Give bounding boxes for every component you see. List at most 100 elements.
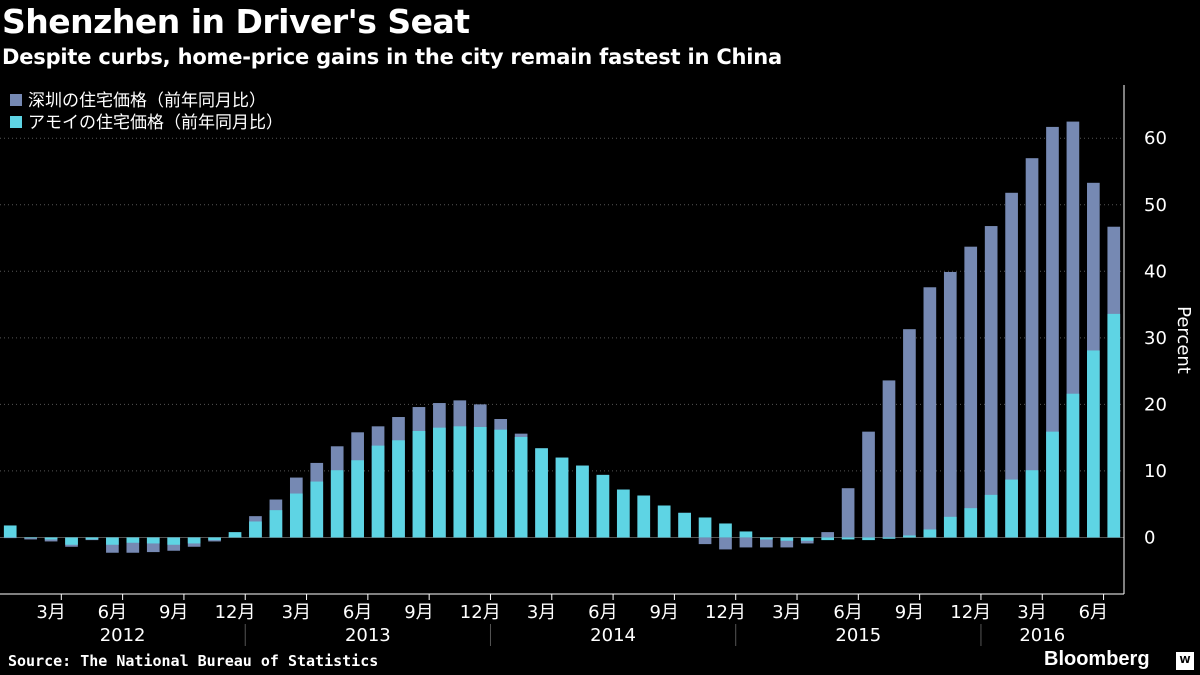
bar-xiamen — [780, 537, 794, 541]
y-tick-label: 50 — [1144, 195, 1167, 216]
bar-xiamen — [637, 495, 651, 538]
bar-shenzhen — [821, 532, 835, 538]
bar-xiamen — [882, 537, 896, 539]
y-tick-label: 30 — [1144, 328, 1167, 349]
year-label: 2014 — [590, 625, 636, 646]
bar-xiamen — [126, 537, 140, 543]
bar-xiamen — [678, 512, 691, 538]
bar-xiamen — [473, 426, 487, 538]
bloomberg-logo: Bloomberg — [1044, 648, 1150, 670]
bar-xiamen — [576, 465, 589, 538]
x-tick-label: 12月 — [215, 602, 256, 623]
bar-shenzhen — [24, 537, 37, 540]
bar-xiamen — [800, 537, 814, 541]
bar-shenzhen — [1025, 158, 1039, 538]
y-axis-title: Percent — [1173, 306, 1194, 374]
x-tick-label: 6月 — [98, 602, 127, 623]
bar-xiamen — [821, 537, 835, 541]
x-tick-label: 12月 — [460, 602, 501, 623]
bar-xiamen — [494, 429, 508, 538]
bar-xiamen — [228, 532, 242, 538]
bar-shenzhen — [964, 246, 978, 538]
bar-shenzhen — [3, 537, 17, 539]
bar-xiamen — [310, 481, 324, 538]
bar-shenzhen — [739, 537, 753, 548]
bar-xiamen — [24, 537, 37, 539]
x-tick-label: 3月 — [36, 602, 65, 623]
bar-shenzhen — [984, 226, 998, 538]
bar-xiamen — [85, 537, 99, 540]
bar-shenzhen — [719, 537, 732, 550]
bar-xiamen — [412, 430, 426, 538]
legend-swatch — [10, 116, 22, 128]
bar-xiamen — [719, 523, 732, 538]
bar-xiamen — [943, 516, 957, 538]
bar-xiamen — [249, 521, 262, 538]
chart-title: Shenzhen in Driver's Seat — [2, 2, 470, 41]
x-tick-label: 3月 — [772, 602, 801, 623]
y-tick-label: 0 — [1144, 527, 1155, 548]
bar-xiamen — [964, 508, 978, 538]
x-tick-label: 3月 — [282, 602, 311, 623]
bar-xiamen — [453, 426, 467, 538]
bar-xiamen — [841, 537, 855, 540]
legend-label: 深圳の住宅価格（前年同月比） — [28, 91, 266, 111]
bar-xiamen — [698, 517, 712, 538]
bar-shenzhen — [903, 329, 916, 538]
chart-subtitle: Despite curbs, home-price gains in the c… — [2, 45, 783, 69]
bar-shenzhen — [698, 537, 712, 545]
year-label: 2013 — [345, 625, 391, 646]
bar-xiamen — [1107, 313, 1121, 538]
bar-xiamen — [984, 494, 998, 538]
bar-xiamen — [146, 537, 160, 544]
y-tick-label: 40 — [1144, 261, 1167, 282]
bar-xiamen — [330, 470, 344, 538]
bar-xiamen — [65, 537, 78, 545]
bar-xiamen — [167, 537, 181, 545]
bar-xiamen — [1046, 431, 1059, 538]
bar-xiamen — [208, 537, 221, 541]
bar-xiamen — [1005, 479, 1018, 538]
year-label: 2012 — [100, 625, 146, 646]
x-tick-label: 9月 — [895, 602, 924, 623]
bar-xiamen — [616, 489, 630, 538]
bar-shenzhen — [943, 271, 957, 538]
bar-xiamen — [433, 427, 446, 538]
bar-xiamen — [289, 493, 303, 538]
x-tick-label: 3月 — [527, 602, 556, 623]
bar-xiamen — [392, 440, 405, 538]
x-tick-label: 6月 — [1079, 602, 1108, 623]
y-tick-label: 60 — [1144, 128, 1167, 149]
bar-xiamen — [3, 525, 17, 538]
x-tick-label: 6月 — [833, 602, 862, 623]
x-tick-label: 6月 — [588, 602, 617, 623]
bar-shenzhen — [923, 287, 937, 538]
bar-shenzhen — [760, 537, 773, 548]
bar-xiamen — [923, 529, 937, 538]
bar-xiamen — [44, 537, 58, 540]
x-tick-label: 12月 — [950, 602, 991, 623]
x-tick-label: 9月 — [649, 602, 678, 623]
legend-label: アモイの住宅価格（前年同月比） — [28, 113, 283, 133]
bar-shenzhen — [841, 488, 855, 538]
bloomberg-badge: W — [1176, 652, 1194, 670]
bar-xiamen — [657, 505, 671, 538]
bar-shenzhen — [882, 380, 896, 538]
x-tick-label: 6月 — [343, 602, 372, 623]
x-tick-label: 9月 — [159, 602, 188, 623]
bar-xiamen — [862, 537, 875, 541]
y-tick-label: 10 — [1144, 461, 1167, 482]
bar-xiamen — [1066, 393, 1080, 538]
bar-xiamen — [739, 531, 753, 538]
bar-xiamen — [760, 537, 773, 540]
bar-xiamen — [1025, 470, 1039, 538]
x-tick-label: 9月 — [404, 602, 433, 623]
x-tick-label: 12月 — [705, 602, 746, 623]
bar-xiamen — [106, 537, 119, 545]
bar-xiamen — [555, 457, 569, 538]
bar-xiamen — [596, 474, 610, 538]
x-tick-label: 3月 — [1017, 602, 1046, 623]
bar-xiamen — [514, 436, 528, 538]
bar-shenzhen — [780, 537, 794, 548]
